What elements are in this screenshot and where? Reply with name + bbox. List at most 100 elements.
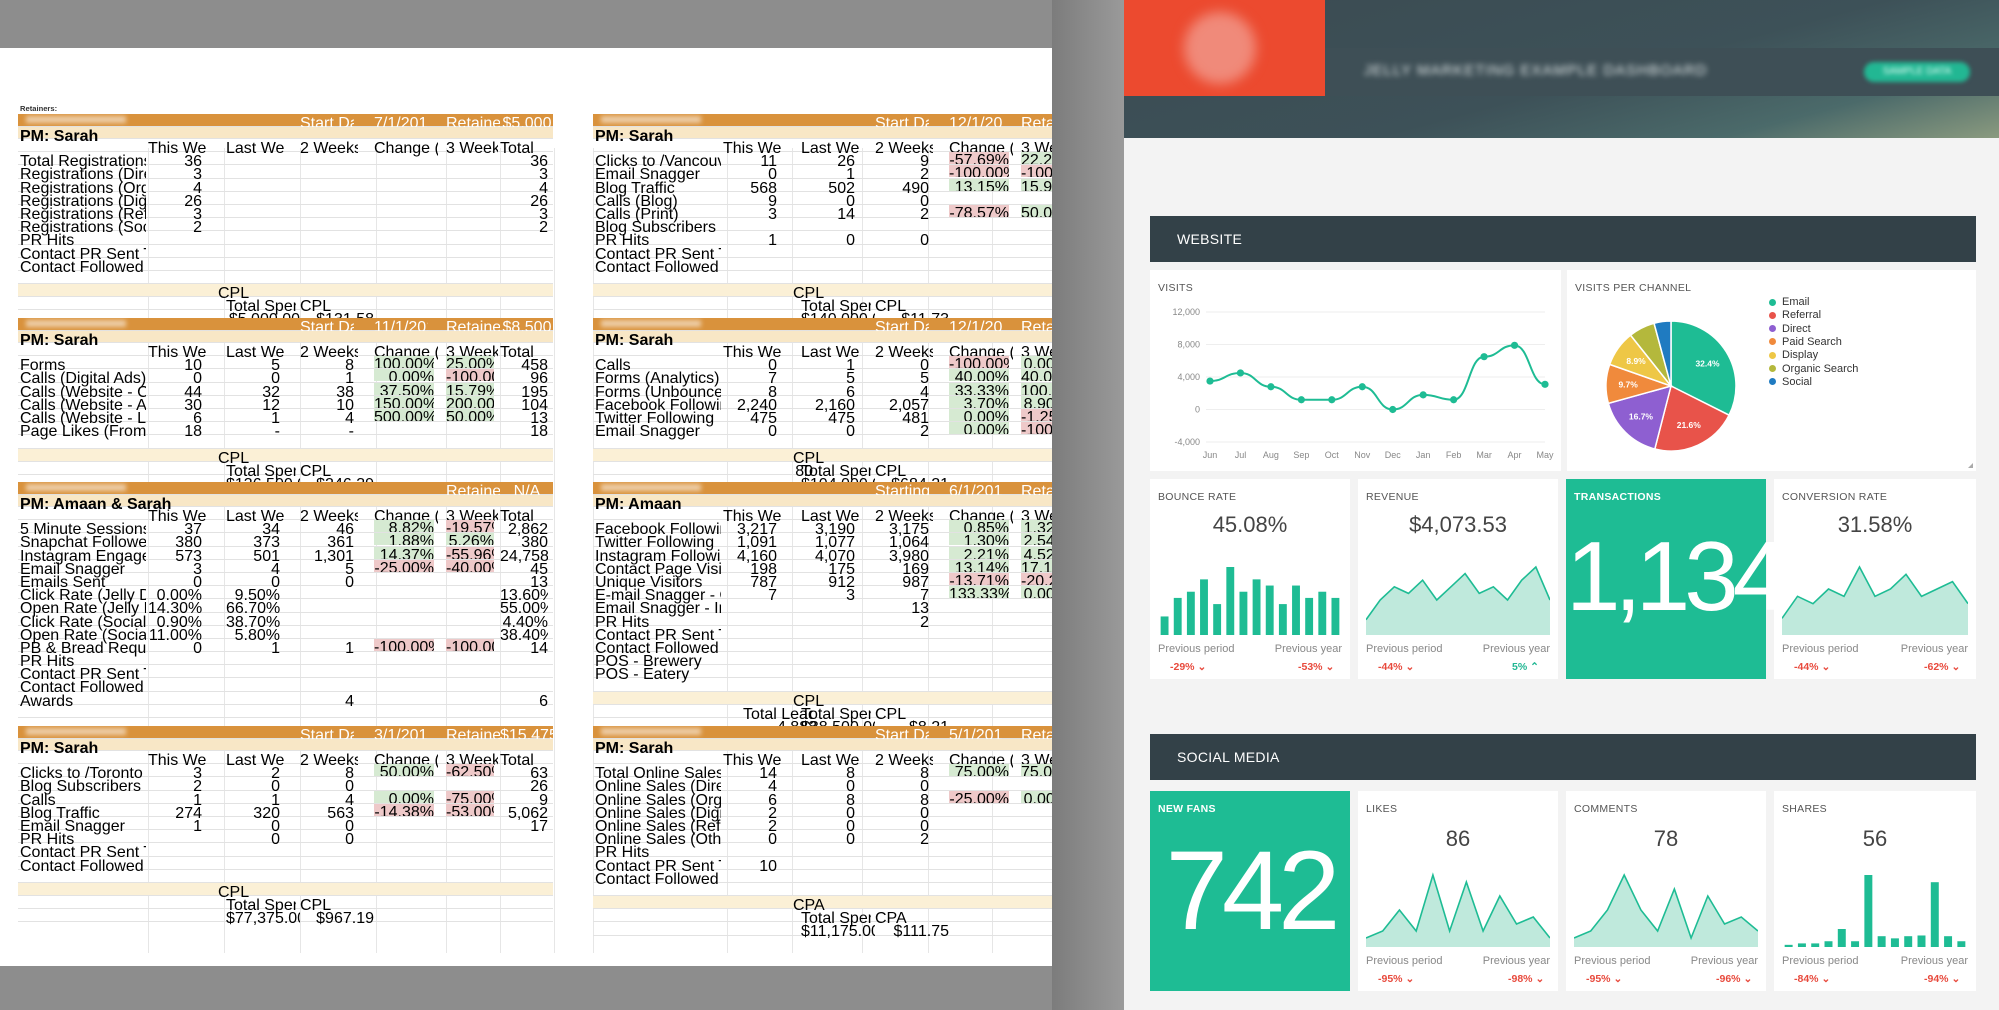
legend-item[interactable]: Direct	[1769, 323, 1811, 336]
previous-year-label: Previous year	[1482, 643, 1550, 655]
legend-dot-icon	[1769, 311, 1776, 319]
conversion-prev-year-change: -62% ⌄	[1924, 661, 1961, 673]
previous-year-label: Previous year	[1690, 955, 1758, 967]
sheet-cell: 4.52%	[1021, 546, 1052, 559]
sheet-cell: 4	[539, 179, 548, 197]
sheet-cell: Calls	[595, 357, 631, 375]
sheet-cell: 17	[530, 817, 548, 835]
sheet-cell: Contact PR Sent To	[595, 626, 721, 644]
column-header-row: This WeekLast Week2 Weeks PreviousChange…	[593, 507, 1052, 525]
metric-row: Blog Traffic 274 320 563 -14.38% -53.00% 5,062	[18, 803, 553, 822]
pm-row: PM: Sarah	[18, 331, 553, 349]
comments-value: 78	[1653, 826, 1679, 851]
bar-mark	[1837, 929, 1846, 947]
area-line	[1574, 873, 1758, 941]
sheet-cell: 0	[846, 804, 855, 822]
legend-item[interactable]: Display	[1769, 349, 1818, 362]
social-media-section-header: SOCIAL MEDIA	[1150, 734, 1976, 780]
pie-slice-label: 8.9%	[1626, 356, 1646, 366]
sheet-cell: 500.00%	[374, 408, 434, 421]
x-tick-label: Aug	[1263, 450, 1279, 460]
chevron-down-icon: ⌄	[1613, 973, 1623, 985]
sheet-cell: Online Sales (Direct)	[595, 778, 721, 796]
sheet-cell: PR Hits	[595, 232, 650, 250]
sheet-cell: 32	[262, 383, 280, 401]
resize-handle-icon[interactable]	[1968, 463, 1973, 468]
previous-year-label: Previous year	[1900, 643, 1968, 655]
sheet-cell: 2	[768, 804, 777, 822]
sheet-cell: $77,375.00	[226, 910, 300, 928]
legend-item[interactable]: Organic Search	[1769, 363, 1858, 376]
metric-row: Online Sales (Direct) 4 0 0	[593, 777, 1052, 795]
metric-row: Online Sales (Other) 0 0 2	[593, 830, 1052, 848]
y-tick-label: 12,000	[1172, 307, 1200, 317]
sheet-cell: 1	[345, 639, 354, 657]
legend-item[interactable]: Email	[1769, 296, 1810, 309]
sheet-cell: 1.30%	[949, 533, 1009, 546]
metric-row: Blog Subscribers 2 0 0 26	[18, 777, 553, 795]
sheet-cell: This Week	[723, 752, 781, 769]
spreadsheet-block: Start Date12/1/2015RetainerPM: Sarah This…	[593, 318, 1052, 493]
sheet-cell: Last Week	[226, 140, 284, 157]
sheet-cell: 4	[345, 409, 354, 427]
metric-row: PR Hits	[593, 843, 1052, 861]
sheet-cell: -62.50%	[446, 764, 494, 777]
previous-year-label: Previous year	[1274, 643, 1342, 655]
metric-row: Online Sales (Digital Ads) 2 0 0	[593, 804, 1052, 822]
sheet-cell: 0	[193, 370, 202, 388]
sheet-cell: 75.00%	[949, 764, 1009, 777]
metric-row: Total Registrations 36 36	[18, 152, 553, 170]
conversion-compare-labels: Previous period Previous year	[1782, 643, 1968, 655]
sheet-cell: CPL	[875, 462, 907, 480]
chevron-down-icon: ⌄	[1743, 973, 1753, 985]
sheet-cell: PM: Sarah	[595, 128, 674, 145]
sheet-cell: Blog Subscribers	[20, 778, 141, 796]
sheet-cell: 45	[530, 560, 548, 578]
sheet-cell: 0	[345, 831, 354, 849]
y-tick-label: 8,000	[1177, 340, 1200, 350]
metric-row: Contact Followed Up	[18, 678, 553, 696]
sheet-cell: Blog Subscribers (From Contest)	[595, 219, 721, 237]
sheet-cell: 3 Week Trend	[446, 140, 498, 157]
sheet-cell: 1,301	[313, 547, 354, 565]
logo-mark-icon	[1184, 12, 1256, 84]
visits-data-point	[1267, 383, 1275, 391]
sheet-cell: 37.50%	[374, 382, 434, 395]
area-fill	[1366, 567, 1550, 635]
new-fans-title: NEW FANS	[1158, 803, 1216, 815]
bounce-bar-chart	[1160, 567, 1340, 635]
metric-row: Registrations (Organic) 4 4	[18, 179, 553, 197]
sheet-cell: 50.00%	[1021, 204, 1052, 217]
sheet-cell: 3	[193, 205, 202, 223]
legend-label: Paid Search	[1782, 335, 1842, 348]
sheet-cell: PM: Sarah	[20, 740, 99, 757]
metric-row: Calls (Website - Chilliwack) 44 32 38 37.50%…	[18, 382, 553, 401]
sheet-cell: Contact Page Visits	[595, 560, 721, 578]
client-header-row: Start Date3/1/2016Retainer:$15,475	[18, 726, 554, 744]
sheet-cell: Email Snagger - In Store	[595, 600, 721, 618]
sheet-cell: -55.96%	[446, 546, 494, 559]
bar-mark	[1331, 597, 1340, 635]
metric-row: Instagram Engagement 573 501 1,301 14.37% -55…	[18, 546, 553, 565]
sheet-cell: Calls (Website - Langley)	[20, 409, 146, 427]
sheet-cell: Email Snagger	[20, 817, 125, 835]
sheet-cell: 3	[539, 166, 548, 184]
legend-item[interactable]: Paid Search	[1769, 336, 1842, 349]
legend-item[interactable]: Referral	[1769, 309, 1821, 322]
sheet-cell: 490	[902, 179, 929, 197]
sample-data-badge[interactable]: SAMPLE DATA	[1864, 62, 1970, 82]
legend-item[interactable]: Social	[1769, 376, 1812, 389]
legend-label: Display	[1782, 349, 1819, 362]
metric-row: Twitter Following 1,091 1,077 1,064 1.30% 2.5…	[593, 533, 1052, 551]
bounce-rate-card: BOUNCE RATE 45.08% Previous period Previo…	[1150, 479, 1350, 679]
sheet-cell: 4	[345, 791, 354, 809]
legend-dot-icon	[1769, 298, 1776, 306]
metric-row: Email Snagger - In Store 13	[593, 599, 1052, 617]
column-header-row: This WeekLast Week2 Weeks PreviousChange…	[593, 343, 1052, 361]
sheet-cell: 2 Weeks Previous	[300, 508, 358, 525]
metric-row: Registrations (Social) 2 2	[18, 218, 553, 236]
cpl-row: CPL	[18, 448, 553, 467]
sheet-cell: 2	[193, 778, 202, 796]
